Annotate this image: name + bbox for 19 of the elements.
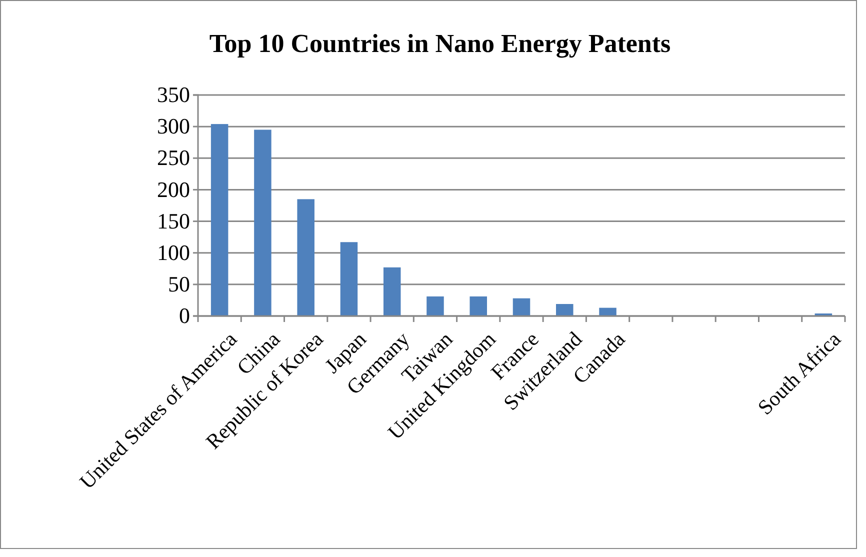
chart-title: Top 10 Countries in Nano Energy Patents (209, 29, 671, 58)
bar (383, 267, 401, 316)
bar (254, 130, 272, 316)
y-tick-label: 300 (157, 114, 190, 139)
bar (512, 298, 530, 316)
bar (556, 304, 574, 316)
bar (470, 296, 487, 316)
y-tick-label: 200 (157, 176, 190, 202)
y-tick-label: 150 (157, 208, 190, 234)
y-tick-label: 100 (157, 240, 190, 265)
y-tick-label: 50 (168, 271, 190, 296)
bar (210, 124, 228, 316)
bar (599, 308, 616, 316)
bar (426, 296, 444, 316)
bar (297, 199, 314, 316)
y-tick-label: 0 (179, 303, 190, 328)
bar (340, 242, 358, 316)
y-tick-label: 350 (157, 82, 190, 108)
y-tick-label: 250 (157, 145, 190, 170)
